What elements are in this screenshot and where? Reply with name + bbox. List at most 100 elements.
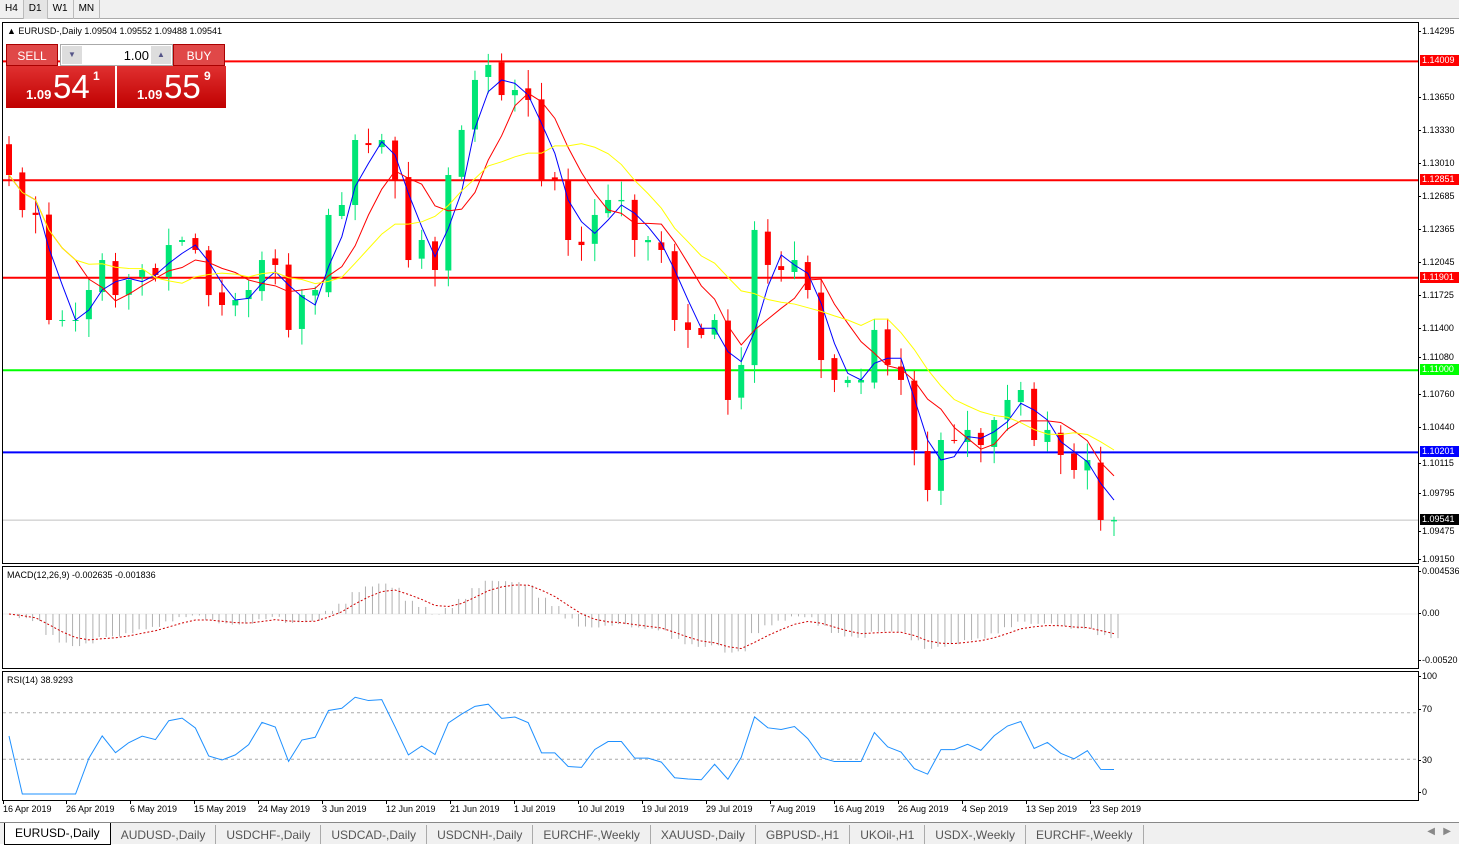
sell-button[interactable]: SELL [6,44,58,66]
candle-body [897,366,904,380]
macd-panel[interactable]: MACD(12,26,9) -0.002635 -0.001836 [2,566,1419,669]
timeframe-bar: H4 D1 W1 MN [0,0,1459,19]
candle-body [605,199,612,214]
candle-body [937,440,944,491]
price-tick: 1.12045 [1418,257,1455,267]
candle [565,168,572,256]
rsi-tick: 100 [1417,671,1438,681]
tab-usdchf-daily[interactable]: USDCHF-,Daily [216,825,322,844]
tab-eurchf-weekly[interactable]: EURCHF-,Weekly [533,825,651,844]
candle [991,416,998,464]
candle-body [1031,388,1038,441]
tab-eurusd-daily[interactable]: EURUSD-,Daily [4,823,111,845]
candle-body [192,238,199,250]
candle-body [738,364,745,398]
candle [1004,384,1011,431]
lot-size-input[interactable] [83,46,149,64]
candle [658,231,665,263]
main-chart[interactable]: ▲ EURUSD-,Daily 1.09504 1.09552 1.09488 … [2,22,1419,564]
macd-signal-line [8,584,1115,650]
macd-svg [3,580,1418,653]
candle [285,253,292,338]
timeframe-w1[interactable]: W1 [48,0,74,19]
candle [99,253,106,301]
candle-body [858,379,865,383]
candle [445,167,452,287]
tab-usdcad-daily[interactable]: USDCAD-,Daily [321,825,428,844]
timeframe-d1[interactable]: D1 [23,0,48,19]
candle [6,136,12,187]
tab-xauusd-daily[interactable]: XAUUSD-,Daily [651,825,756,844]
candle-body [365,143,372,146]
tab-gbpusd-h1[interactable]: GBPUSD-,H1 [756,825,851,844]
candle-body [445,175,452,271]
lot-size-stepper[interactable]: ▼ ▲ [60,44,173,66]
tab-usdcnh-daily[interactable]: USDCNH-,Daily [427,825,534,844]
candle-body [645,240,652,243]
candle-body [139,269,146,278]
candle-body [525,88,532,100]
candle [804,255,811,299]
candle-body [19,172,26,211]
tab-ukoil-h1[interactable]: UKOil-,H1 [850,825,926,844]
candle [791,241,798,280]
candle-body [312,290,319,296]
candle-body [511,90,518,96]
candle-body [325,214,332,293]
candle [365,128,372,154]
tab-usdx-weekly[interactable]: USDX-,Weekly [925,825,1027,844]
candle [858,368,865,395]
rsi-panel[interactable]: RSI(14) 38.9293 [2,671,1419,801]
candle [418,229,425,269]
candle-body [658,242,665,250]
tab-audusd-daily[interactable]: AUDUSD-,Daily [111,825,217,844]
candle-body [1071,453,1078,470]
candle-body [1084,460,1091,471]
candle [298,289,305,345]
macd-tick: 0.00 [1418,608,1440,618]
candle-body [352,140,359,206]
timeframe-mn[interactable]: MN [74,0,101,19]
candle-body [1017,390,1024,403]
buy-price[interactable]: 1.09 55 9 [117,66,226,108]
candle-body [471,79,478,130]
date-label: 6 May 2019 [130,801,178,814]
sell-price[interactable]: 1.09 54 1 [6,66,115,108]
candle [1031,382,1038,447]
candle [551,171,558,191]
candle-body [205,250,212,296]
candle [432,236,439,287]
candle-body [59,319,66,321]
increase-lot-icon[interactable]: ▲ [151,46,171,64]
candle [85,279,92,337]
candle [924,431,931,502]
candle-body [831,358,838,380]
tab-scroll-arrows[interactable]: ◀ ▶ [1427,826,1451,837]
rsi-tick: 0 [1417,787,1428,797]
candle-body [977,432,984,446]
candle-body [538,99,545,181]
rsi-line [8,696,1115,795]
candle-body [791,260,798,272]
candle-body [152,268,159,276]
candle [245,280,252,318]
candle-body [112,261,119,296]
level-price-label: 1.11000 [1420,364,1459,376]
timeframe-h4[interactable]: H4 [0,0,24,19]
candle [338,192,345,220]
price-chart-svg [3,53,1418,536]
candle [618,181,625,217]
candle [352,134,359,221]
candle-body [551,177,558,181]
price-tick: 1.13650 [1418,92,1455,103]
decrease-lot-icon[interactable]: ▼ [62,46,82,64]
level-price-label: 1.12851 [1420,174,1459,186]
date-label: 19 Jul 2019 [642,801,689,814]
candle-body [711,319,718,335]
candle-body [32,212,39,215]
candle [844,376,851,388]
candle [32,196,39,234]
buy-button[interactable]: BUY [173,44,225,66]
tab-eurchf-weekly[interactable]: EURCHF-,Weekly [1026,825,1144,844]
candle-body [951,439,958,441]
